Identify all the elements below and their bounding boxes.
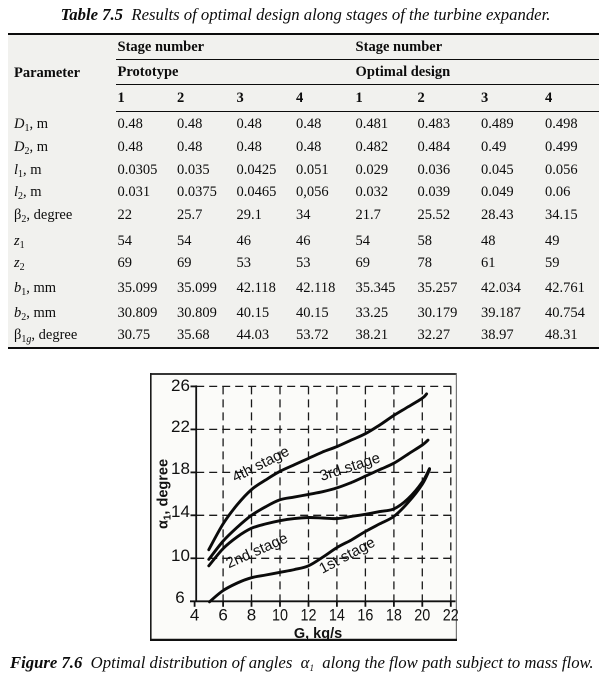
svg-text:18: 18 bbox=[386, 605, 402, 624]
svg-text:22: 22 bbox=[171, 417, 190, 436]
svg-text:14: 14 bbox=[171, 502, 190, 521]
svg-text:12: 12 bbox=[301, 605, 317, 624]
svg-text:18: 18 bbox=[171, 459, 190, 478]
svg-text:26: 26 bbox=[171, 376, 190, 395]
svg-text:22: 22 bbox=[443, 605, 458, 624]
svg-text:α1, degree: α1, degree bbox=[156, 459, 174, 529]
svg-text:16: 16 bbox=[357, 605, 373, 624]
svg-text:4: 4 bbox=[190, 605, 199, 624]
svg-text:G, kg/s: G, kg/s bbox=[294, 626, 342, 642]
svg-text:6: 6 bbox=[218, 605, 227, 624]
svg-text:6: 6 bbox=[175, 588, 184, 607]
svg-text:10: 10 bbox=[272, 605, 288, 624]
svg-text:20: 20 bbox=[414, 605, 430, 624]
svg-text:8: 8 bbox=[247, 605, 256, 624]
svg-text:10: 10 bbox=[171, 546, 190, 565]
svg-text:14: 14 bbox=[329, 605, 345, 624]
